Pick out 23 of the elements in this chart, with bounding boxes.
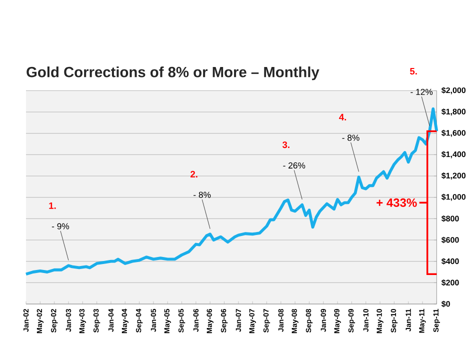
text: 5. xyxy=(410,68,417,75)
y-tick-label: $1,600 xyxy=(441,130,466,137)
y-tick-label: $0 xyxy=(441,300,450,308)
annotation: 3. xyxy=(282,141,290,148)
annotation: 1. xyxy=(49,202,56,209)
y-tick-label: $2,000 xyxy=(441,87,466,94)
annotation: - 26% xyxy=(283,162,306,169)
annotation: - 12% xyxy=(410,88,433,95)
annotation: - 9% xyxy=(52,223,70,230)
y-tick-label: $1,200 xyxy=(441,172,466,180)
annotation: 4. xyxy=(339,114,346,120)
y-tick-label: $1,800 xyxy=(441,108,466,116)
y-tick-label: $1,400 xyxy=(441,151,466,158)
annotation: + 433% xyxy=(376,198,417,207)
annotation: - 8% xyxy=(342,134,360,141)
chart-title: Gold Corrections of 8% or More – Monthly xyxy=(26,66,320,80)
annotation: 2. xyxy=(190,170,198,178)
y-tick-label: $200 xyxy=(441,279,459,286)
y-tick-label: $400 xyxy=(441,258,459,265)
y-tick-label: $800 xyxy=(441,215,459,222)
y-tick-label: $600 xyxy=(441,236,459,244)
annotation: - 8% xyxy=(194,192,211,198)
y-tick-label: $1,000 xyxy=(441,194,466,201)
